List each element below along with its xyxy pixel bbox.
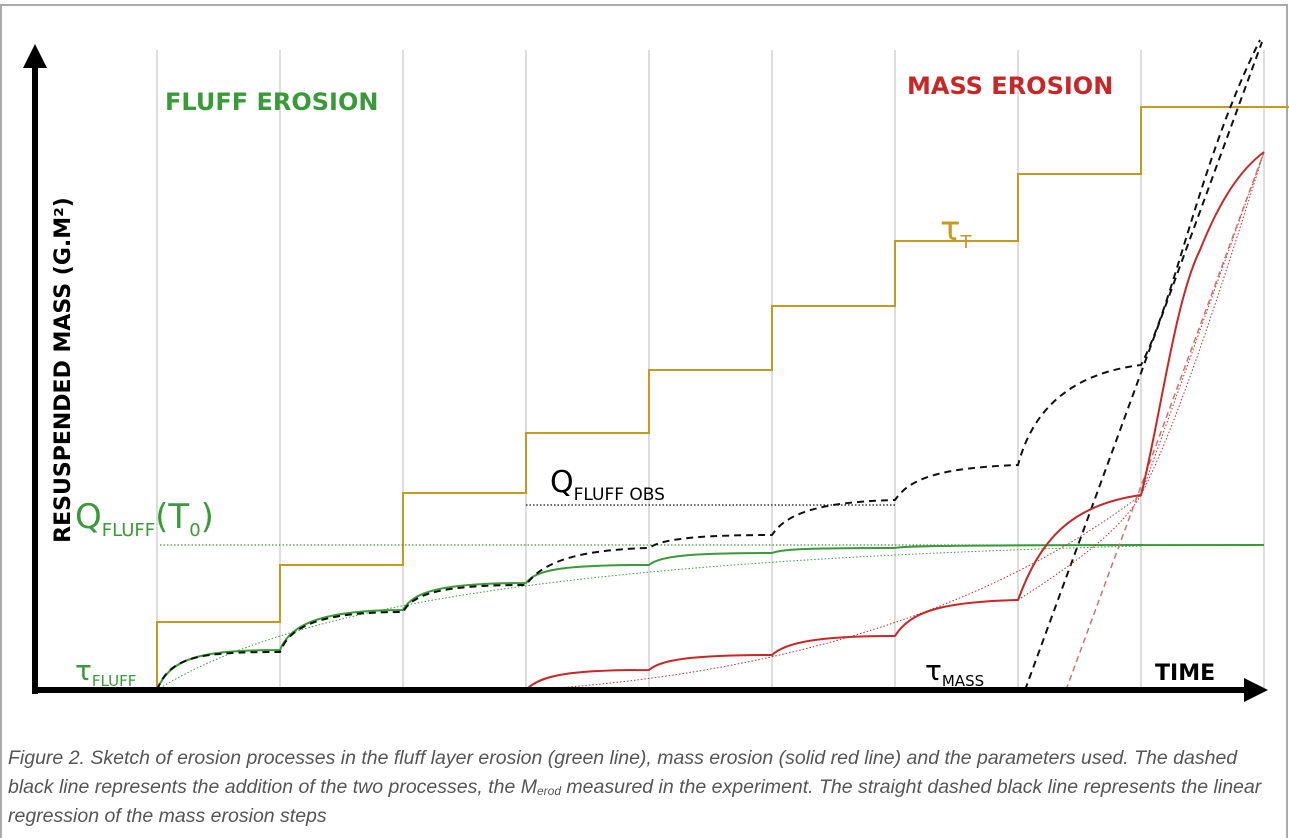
mass-regression-line bbox=[1024, 41, 1263, 691]
caption-symbol: M bbox=[520, 776, 537, 798]
q-fluff-obs-label: QFLUFF OBS bbox=[550, 465, 665, 505]
mass-regression-red bbox=[1065, 151, 1265, 691]
tau-fluff-label: τFLUFF bbox=[75, 654, 136, 690]
fluff-erosion-label: FLUFF EROSION bbox=[165, 88, 378, 116]
mass-trend-late bbox=[1017, 151, 1265, 601]
caption: Figure 2. Sketch of erosion processes in… bbox=[8, 744, 1284, 838]
x-arrow bbox=[1244, 678, 1268, 702]
caption-text: Figure 2. Sketch of erosion processes in… bbox=[8, 747, 1238, 798]
frame-border bbox=[0, 4, 1288, 838]
y-axis-label: RESUSPENDED MASS (G.M²) bbox=[51, 197, 76, 543]
mass-erosion-label: MASS EROSION bbox=[907, 72, 1113, 100]
caption-text: measured in the experiment. The straight… bbox=[8, 776, 1262, 827]
tau-mass-label: τMASS bbox=[925, 654, 984, 690]
shear-stress-steps bbox=[156, 106, 1289, 690]
caption-subscript: erod bbox=[536, 784, 561, 798]
total-mass-curve bbox=[156, 39, 1261, 691]
y-arrow bbox=[23, 44, 47, 68]
mass-erosion-curve bbox=[525, 151, 1265, 691]
tau-t-label: τT bbox=[940, 209, 972, 253]
x-axis-label: TIME bbox=[1155, 661, 1215, 686]
q-fluff-t0-label: QFLUFF(T0) bbox=[75, 497, 214, 541]
mass-trend bbox=[525, 151, 1265, 691]
fluff-erosion-curve bbox=[156, 544, 1265, 691]
